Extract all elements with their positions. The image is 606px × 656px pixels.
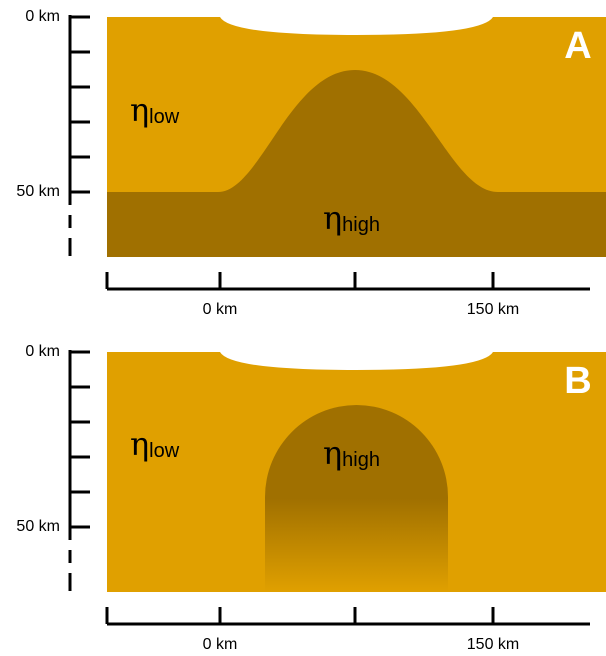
x-axis <box>105 607 590 626</box>
x-label: 0 km <box>203 636 238 653</box>
region-label: ηlow <box>130 91 180 129</box>
x-label: 150 km <box>467 301 519 318</box>
panel-a: 0 km 50 km 0 km 150 km A ηlow ηhigh <box>16 8 606 318</box>
y-label: 0 km <box>25 8 60 25</box>
symbol: η <box>130 91 149 129</box>
surface-depression <box>220 352 493 370</box>
x-axis <box>105 272 590 291</box>
panel-b: 0 km 50 km 0 km 150 km B ηlow ηhigh <box>16 343 606 653</box>
x-label: 150 km <box>467 636 519 653</box>
region-label: ηlow <box>130 425 180 463</box>
y-axis <box>68 350 90 591</box>
y-label: 50 km <box>16 518 60 535</box>
surface-depression <box>220 17 493 35</box>
panel-label: A <box>564 25 591 67</box>
subscript: high <box>342 214 380 236</box>
x-label: 0 km <box>203 301 238 318</box>
symbol: η <box>323 434 342 472</box>
subscript: low <box>149 106 180 128</box>
subscript: low <box>149 440 180 462</box>
y-label: 50 km <box>16 183 60 200</box>
region-label: ηhigh <box>323 434 380 472</box>
subscript: high <box>342 449 380 471</box>
symbol: η <box>130 425 149 463</box>
high-viscosity-layer <box>107 70 606 257</box>
panel-label: B <box>564 360 591 402</box>
plume <box>265 405 448 592</box>
y-axis <box>68 15 90 256</box>
region-label: ηhigh <box>323 199 380 237</box>
y-label: 0 km <box>25 343 60 360</box>
symbol: η <box>323 199 342 237</box>
